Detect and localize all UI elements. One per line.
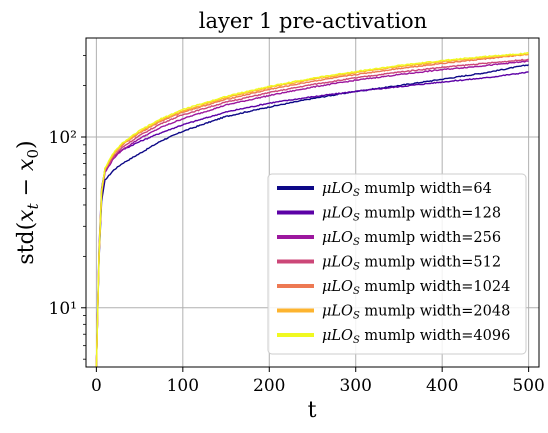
y-tick-label: 10¹ [49,299,77,319]
legend-entry: μLOS mumlp width=512 [322,255,501,273]
series-line [95,51,529,368]
x-tick-label: 0 [91,376,102,396]
x-axis-label: t [308,398,317,423]
legend-entry: μLOS mumlp width=256 [322,230,501,248]
legend-box [267,173,527,355]
series-line [95,53,529,368]
y-tick-label: 10² [49,128,77,148]
series-lines [95,51,529,368]
x-tick-label: 100 [167,376,199,396]
legend-entry: μLOS mumlp width=64 [322,181,492,199]
legend: μLOS mumlp width=64 μLOS mumlp width=128 μ… [267,173,527,355]
x-tick-label: 200 [253,376,285,396]
axis-ticks: 0 100 200 300 400 500 10¹ 10² [49,55,545,396]
legend-entry: μLOS mumlp width=128 [322,206,501,224]
y-axis-label: std(xt − x0) [14,140,42,264]
y-axis-label-text: std(xt − x0) [14,140,42,264]
series-line [95,71,529,368]
x-tick-label: 500 [512,376,544,396]
series-line [95,58,529,368]
legend-entry: μLOS mumlp width=4096 [322,328,510,346]
series-line [95,64,529,368]
x-tick-label: 300 [339,376,371,396]
x-tick-label: 400 [426,376,458,396]
legend-entry: μLOS mumlp width=2048 [322,304,510,322]
series-line [95,60,529,368]
plot-frame [85,37,540,368]
series-line [95,53,529,368]
legend-entry: μLOS mumlp width=1024 [322,279,510,297]
chart-title: layer 1 pre-activation [199,9,427,33]
